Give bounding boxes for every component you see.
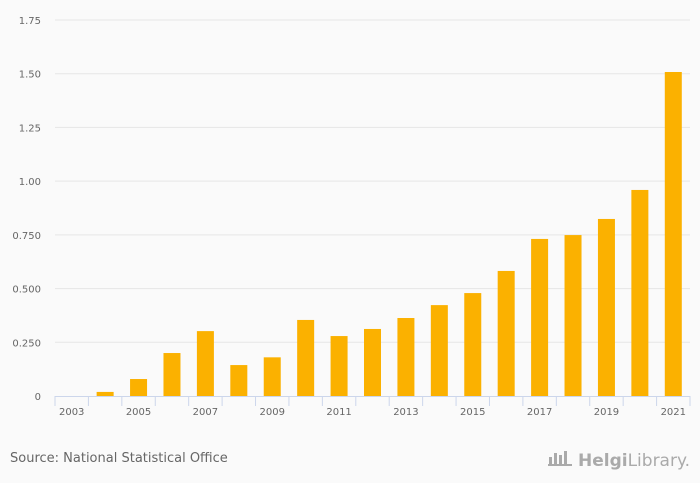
bar-2004: [96, 391, 114, 396]
bar-2017: [531, 238, 549, 396]
bar-2014: [430, 305, 448, 396]
source-note: Source: National Statistical Office: [10, 451, 228, 466]
bar-2011: [330, 336, 348, 396]
bar-2012: [364, 328, 381, 396]
logo-icon: [547, 449, 574, 472]
x-tick-label: 2017: [527, 407, 552, 418]
bar-2016: [497, 270, 515, 396]
x-tick-label: 2019: [594, 407, 619, 418]
x-tick-label: 2011: [326, 407, 351, 418]
x-tick-label: 2007: [193, 407, 218, 418]
y-tick-label: 0.750: [12, 231, 41, 242]
y-tick-label: 0: [35, 392, 41, 403]
bar-2013: [397, 318, 415, 396]
x-tick-label: 2009: [260, 407, 285, 418]
x-tick-label: 2015: [460, 407, 485, 418]
y-tick-label: 0.250: [12, 338, 41, 349]
logo-text-bold: Helgi: [577, 450, 628, 471]
x-tick-label: 2013: [393, 407, 418, 418]
bar-2006: [163, 353, 181, 396]
bar-2005: [130, 379, 148, 396]
y-tick-label: 1.75: [19, 16, 41, 27]
y-tick-label: 1.00: [19, 177, 41, 188]
bar-2008: [230, 365, 248, 396]
bar-chart: 0 0.250 0.500 0.750 1.00 1.25 1.50 1.75 2003 2005…: [12, 16, 691, 418]
bar-2019: [597, 218, 615, 396]
bar-2020: [631, 189, 649, 396]
bar-2009: [263, 357, 281, 396]
y-tick-label: 1.25: [19, 123, 41, 134]
x-tick-label: 2005: [126, 407, 151, 418]
logo-text-light: Library.: [627, 450, 690, 471]
y-tick-label: 1.50: [19, 70, 41, 81]
bar-2015: [464, 293, 482, 396]
bar-2018: [564, 235, 582, 396]
y-tick-label: 0.500: [12, 285, 41, 296]
bar-2010: [297, 319, 315, 396]
x-tick-label: 2021: [661, 407, 686, 418]
x-tick-label: 2003: [59, 407, 84, 418]
helgi-library-logo[interactable]: Helgi Library.: [547, 449, 690, 472]
bar-2007: [196, 331, 214, 396]
bar-2021: [664, 71, 682, 397]
